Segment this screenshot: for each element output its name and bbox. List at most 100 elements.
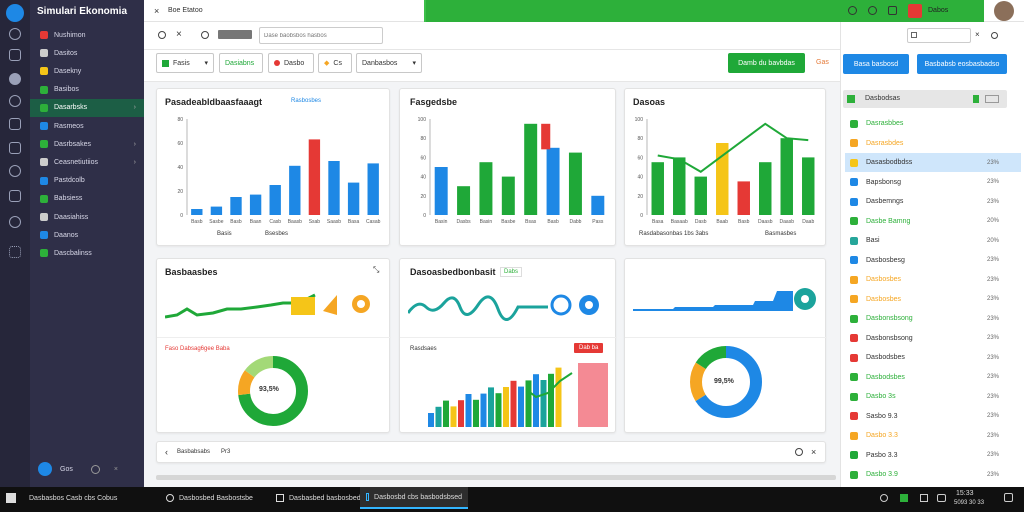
bell-icon[interactable] — [888, 6, 897, 15]
bar[interactable] — [479, 162, 493, 215]
filter-dropdown-2[interactable]: Danbasbos ▾ — [356, 53, 422, 73]
bar[interactable] — [802, 157, 815, 215]
bar[interactable] — [651, 162, 664, 215]
filter-button-4[interactable]: ◆ Cs — [318, 53, 352, 73]
bar[interactable] — [210, 206, 223, 215]
panel-list-item[interactable]: Dasasbodbdss 23% — [845, 153, 1021, 172]
panel-list-item[interactable]: Dasrasbdes — [845, 134, 1021, 153]
task-item-active[interactable]: Dasbosbd cbs basbodsbsed — [360, 487, 468, 509]
expand-icon[interactable]: ‹ — [165, 447, 168, 457]
panel-list-item[interactable]: Dasbo 3.9 23% — [845, 465, 1021, 484]
expand-icon[interactable]: ⤡ — [373, 265, 380, 274]
clock-icon[interactable] — [9, 28, 21, 40]
panel-list-item[interactable]: Pasbo 3.3 23% — [845, 446, 1021, 465]
reload-icon[interactable] — [201, 31, 209, 39]
sidebar-item[interactable]: Dasekny — [30, 62, 144, 80]
filter-button-3[interactable]: Dasbo — [268, 53, 314, 73]
sidebar-item[interactable]: Dasarbsks › — [30, 98, 144, 117]
tray-help-icon[interactable] — [880, 494, 888, 502]
panel-search[interactable] — [907, 28, 971, 43]
notification-badge[interactable] — [908, 4, 922, 18]
panel-list-item[interactable]: Dasbonsbsong 23% — [845, 329, 1021, 348]
donut-slice[interactable] — [690, 346, 762, 418]
primary-blue-button-2[interactable]: Basbabsb eosbasbadso — [917, 54, 1007, 74]
panel-menu-icon[interactable] — [985, 95, 999, 103]
close-icon[interactable]: × — [811, 447, 817, 457]
panel-list-item[interactable]: Dasrasbbes — [845, 114, 1021, 133]
start-button[interactable]: Dasbasbos Casb cbs Cobus — [0, 487, 123, 509]
bar[interactable] — [249, 194, 262, 215]
folder-icon[interactable] — [9, 190, 21, 202]
grid-icon[interactable] — [9, 246, 21, 258]
close-icon[interactable]: × — [176, 29, 182, 40]
bar[interactable] — [501, 176, 515, 215]
panel-clock-icon[interactable] — [991, 32, 998, 39]
sidebar-item[interactable]: Pastdcolb — [30, 172, 144, 190]
panel-list-item[interactable]: Basi 20% — [845, 231, 1021, 250]
bar[interactable] — [289, 165, 301, 215]
donut-slice[interactable] — [238, 356, 308, 426]
info-icon[interactable] — [868, 6, 877, 15]
tray-volume-icon[interactable] — [920, 494, 928, 502]
compass-icon[interactable] — [9, 216, 21, 228]
bar[interactable] — [759, 162, 772, 215]
panel-list-item[interactable]: Dasbonsbsong 23% — [845, 309, 1021, 328]
task-item[interactable]: Dasbosbed Basbostsbe — [160, 487, 259, 509]
notifications-icon[interactable] — [1004, 493, 1013, 502]
close-icon[interactable]: × — [113, 465, 118, 473]
bar[interactable] — [737, 181, 750, 215]
panel-list-item[interactable]: Dasbo 3.3 23% — [845, 426, 1021, 445]
filter-button-2[interactable]: Dasiabns — [219, 53, 263, 73]
moon-icon[interactable] — [9, 95, 21, 107]
bar[interactable] — [457, 186, 471, 215]
panel-list-item[interactable]: Dasbo 3s 23% — [845, 387, 1021, 406]
app-logo-icon[interactable] — [6, 4, 24, 22]
tray-chat-icon[interactable] — [937, 494, 946, 502]
panel-list-item[interactable]: Dasbe Bamng 20% — [845, 212, 1021, 231]
status-tag[interactable]: Dab ba — [574, 343, 604, 353]
refresh-icon[interactable] — [9, 165, 21, 177]
sidebar-item[interactable]: Babsiess — [30, 190, 144, 208]
bar[interactable] — [230, 197, 242, 215]
panel-list-item[interactable]: Bapsbonsg 23% — [845, 173, 1021, 192]
sidebar-footer-label[interactable]: Gos — [60, 465, 73, 473]
close-tab-icon[interactable]: × — [154, 6, 160, 16]
sidebar-item[interactable]: Rasmeos — [30, 117, 144, 135]
panel-list-item[interactable]: Sasbo 9.3 23% — [845, 407, 1021, 426]
panel-list-item[interactable]: Dasbodsbes 23% — [845, 368, 1021, 387]
settings-icon[interactable] — [90, 464, 100, 474]
primary-blue-button[interactable]: Basa basbosd — [843, 54, 909, 74]
user-avatar[interactable] — [994, 1, 1014, 21]
bar[interactable] — [591, 195, 605, 215]
donut-slice[interactable] — [690, 346, 762, 418]
sidebar-item[interactable]: Dascbalinss — [30, 244, 144, 262]
panel-list-item[interactable]: Dasbosbes 23% — [845, 290, 1021, 309]
sidebar-item[interactable]: Dasitos — [30, 44, 144, 62]
bar[interactable] — [308, 139, 321, 215]
secondary-link[interactable]: Gas — [816, 59, 829, 66]
horizontal-scrollbar[interactable] — [156, 475, 836, 480]
user-icon[interactable] — [9, 73, 21, 85]
back-icon[interactable] — [158, 31, 166, 39]
bar[interactable] — [780, 138, 793, 215]
bar[interactable] — [269, 185, 281, 215]
panel-search-icon[interactable] — [911, 32, 917, 38]
bar[interactable] — [367, 163, 379, 215]
donut-slice[interactable] — [238, 356, 308, 426]
puzzle-icon[interactable] — [9, 118, 21, 130]
bar[interactable] — [347, 182, 360, 215]
home-icon[interactable] — [9, 49, 21, 61]
task-item[interactable]: Dasbasbed basbosbed — [270, 487, 367, 509]
bar[interactable] — [328, 161, 340, 215]
bar[interactable] — [694, 176, 707, 215]
sidebar-item[interactable]: Nushimon — [30, 26, 144, 44]
sidebar-item[interactable]: Dasrbsakes › — [30, 135, 144, 153]
bar[interactable] — [434, 167, 448, 215]
bar[interactable] — [716, 143, 729, 215]
panel-list-item[interactable]: Dasbosbes 23% — [845, 270, 1021, 289]
document-icon[interactable] — [9, 142, 21, 154]
bar[interactable] — [568, 152, 582, 215]
primary-green-button[interactable]: Damb du bavbdas — [728, 53, 805, 73]
topbar-user-label[interactable]: Dabos — [928, 7, 949, 14]
panel-list-item[interactable]: Dasbemngs 23% — [845, 192, 1021, 211]
